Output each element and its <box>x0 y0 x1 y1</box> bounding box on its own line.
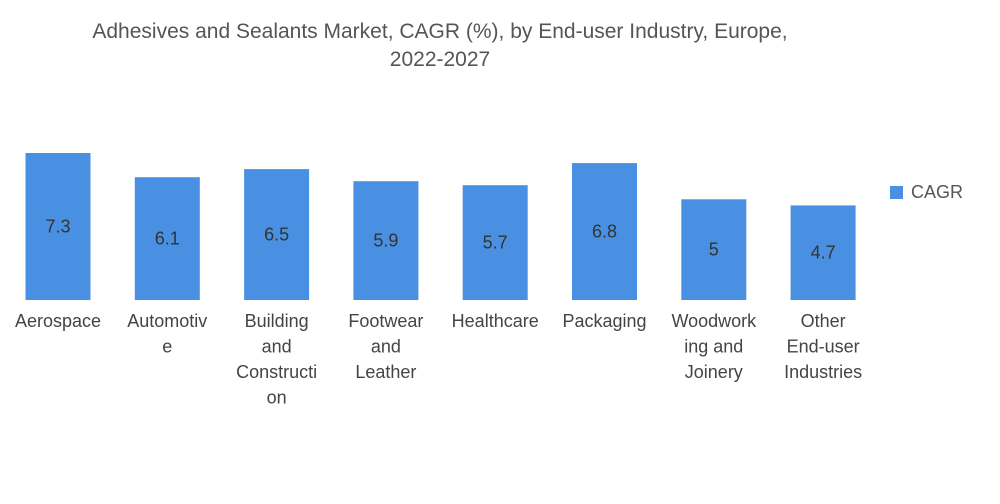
category-label-line: Constructi <box>236 362 317 382</box>
category-label-line: on <box>267 388 287 408</box>
category-label-line: Footwear <box>348 311 423 331</box>
data-label-packaging: 6.8 <box>592 222 617 242</box>
data-label-aerospace: 7.3 <box>45 217 70 237</box>
bar-automotive <box>134 177 200 300</box>
data-label-automotive: 6.1 <box>155 229 180 249</box>
category-label-line: e <box>162 337 172 357</box>
legend: CAGR <box>890 182 963 203</box>
category-label-footwear-and-leather: Footwear and Leather <box>348 311 423 382</box>
bar-packaging <box>572 163 637 300</box>
category-label-line: End-user <box>787 337 860 357</box>
bar-building-and-construction <box>244 169 310 300</box>
data-label-footwear-and-leather: 5.9 <box>373 231 398 251</box>
category-label-woodworking-and-joinery: Woodwork ing and Joinery <box>671 311 757 382</box>
category-label-building-and-construction: Building and Constructi on <box>236 311 317 408</box>
bar-aerospace <box>25 153 91 300</box>
category-label-line: Leather <box>355 362 416 382</box>
category-label-line: Woodwork <box>671 311 757 331</box>
category-label-line: Packaging <box>562 311 646 331</box>
bar-footwear-and-leather <box>353 181 419 300</box>
category-label-packaging: Packaging <box>562 311 646 331</box>
bar-other-end-user-industries <box>790 205 856 300</box>
category-label-line: Aerospace <box>15 311 101 331</box>
bar-woodworking-and-joinery <box>681 199 747 300</box>
bar-healthcare <box>462 185 528 300</box>
category-label-line: Building <box>245 311 309 331</box>
category-label-line: and <box>262 337 292 357</box>
category-label-line: and <box>371 337 401 357</box>
data-label-building-and-construction: 6.5 <box>264 225 289 245</box>
category-label-healthcare: Healthcare <box>452 311 539 331</box>
category-label-automotive: Automotiv e <box>127 311 207 357</box>
category-label-line: Joinery <box>685 362 743 382</box>
category-label-line: Other <box>801 311 846 331</box>
legend-label-cagr: CAGR <box>911 182 964 202</box>
chart-title-line-1: Adhesives and Sealants Market, CAGR (%),… <box>92 20 788 43</box>
data-label-woodworking-and-joinery: 5 <box>709 240 719 260</box>
legend-swatch-cagr <box>890 186 903 199</box>
category-label-aerospace: Aerospace <box>15 311 101 331</box>
category-label-line: Industries <box>784 362 862 382</box>
data-label-healthcare: 5.7 <box>483 233 508 253</box>
category-label-other-end-user-industries: Other End-user Industries <box>784 311 862 382</box>
data-label-other-end-user-industries: 4.7 <box>811 243 836 263</box>
category-label-line: Automotiv <box>127 311 207 331</box>
category-label-line: ing and <box>684 337 743 357</box>
chart-title: Adhesives and Sealants Market, CAGR (%),… <box>40 18 840 74</box>
chart-title-line-2: 2022-2027 <box>389 48 491 71</box>
category-label-line: Healthcare <box>452 311 539 331</box>
